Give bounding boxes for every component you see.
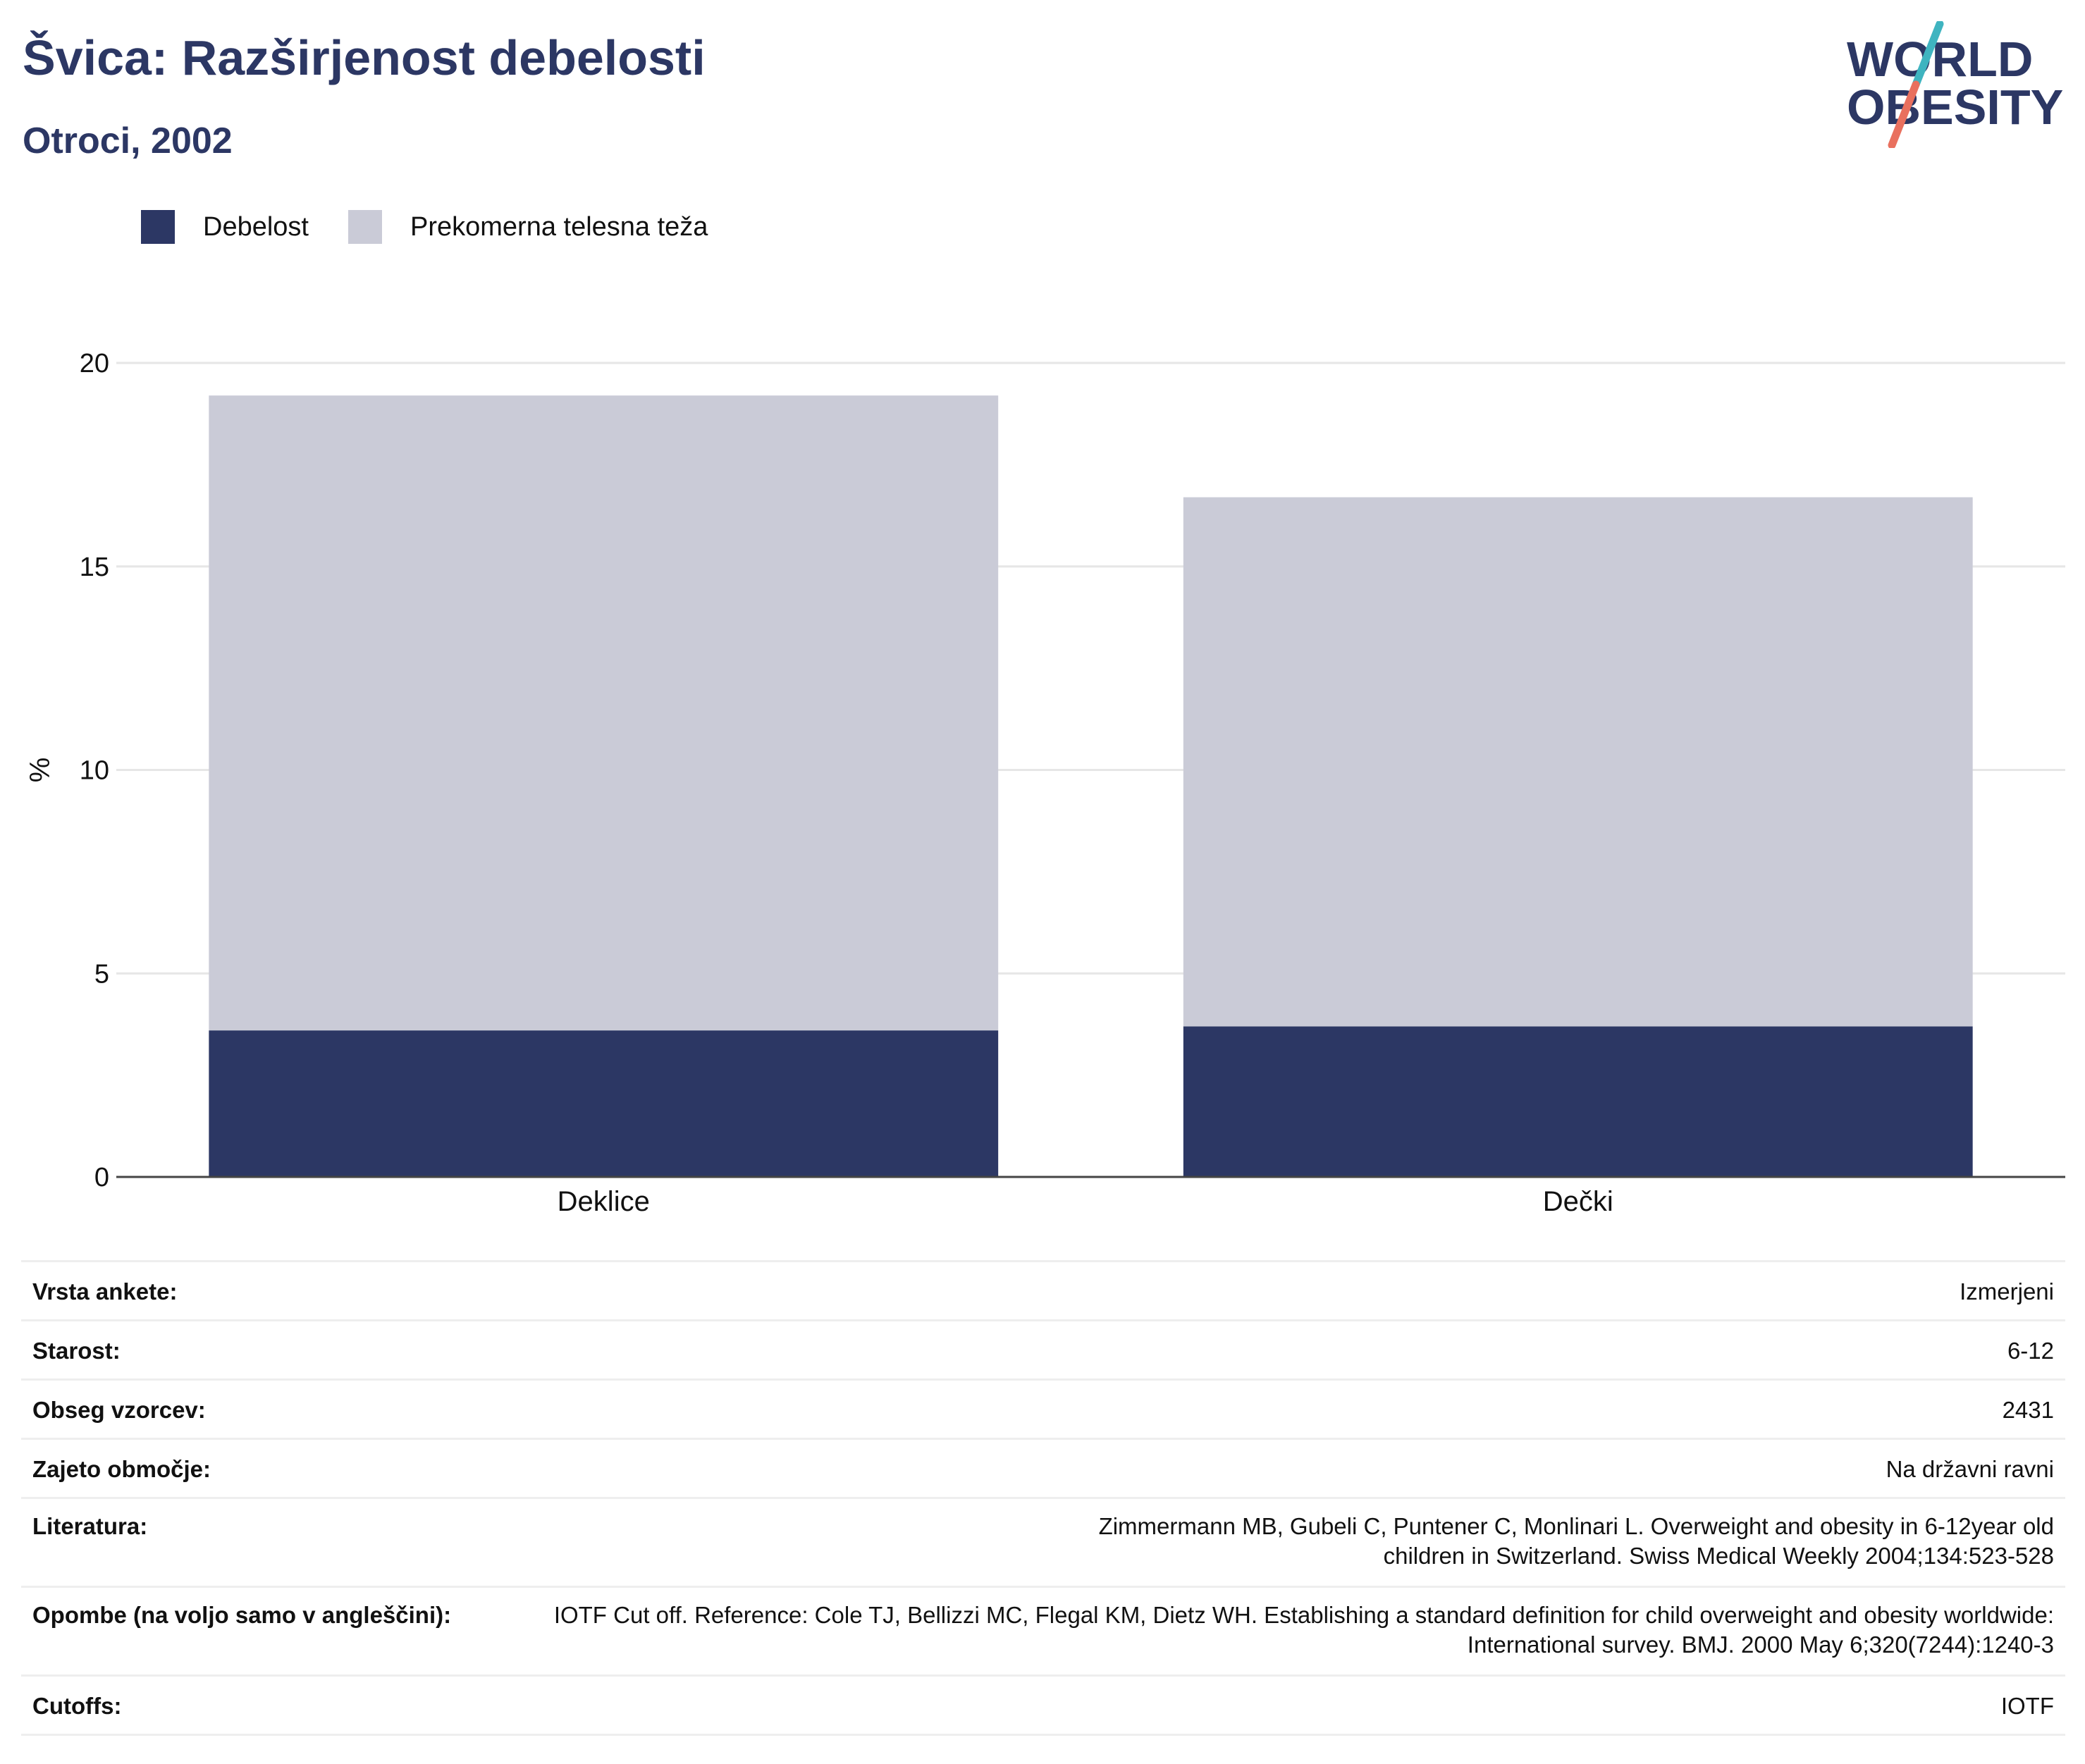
survey-info-table: Vrsta ankete: Izmerjeni Starost: 6-12 Obse… — [21, 1260, 2065, 1736]
legend-label-prekomerna: Prekomerna telesna teža — [410, 211, 708, 242]
logo-teal-stroke — [1912, 21, 1944, 89]
info-value: Izmerjeni — [1960, 1278, 2054, 1305]
legend-label-debelost: Debelost — [203, 211, 309, 242]
y-axis-label: % — [25, 758, 56, 783]
x-tick-label: Deklice — [558, 1186, 650, 1217]
info-label: Cutoffs: — [32, 1693, 122, 1719]
logo-line1: WORLD — [1847, 32, 2033, 87]
bar-layer — [209, 395, 1973, 1177]
info-label: Opombe (na voljo samo v angleščini): — [32, 1602, 452, 1628]
y-tick-label: 5 — [94, 959, 109, 989]
logo-line2: OBESITY — [1847, 80, 2063, 135]
info-row: Cutoffs: IOTF — [21, 1675, 2065, 1735]
info-row: Starost: 6-12 — [21, 1320, 2065, 1380]
axis-layer: 0 5 10 15 20 Deklice Dečki% — [25, 349, 2065, 1217]
bar-debelost-1 — [1183, 1026, 1973, 1177]
info-value: Na državni ravni — [1886, 1456, 2054, 1482]
bar-prekomerna-1 — [1183, 497, 1973, 1027]
legend: Debelost Prekomerna telesna teža — [141, 210, 747, 244]
info-value: IOTF — [2000, 1693, 2054, 1719]
legend-swatch-debelost — [141, 210, 175, 244]
chart-title: Švica: Razširjenost debelosti — [23, 30, 706, 85]
bar-chart: 0 5 10 15 20 Deklice Dečki% — [25, 349, 2065, 1217]
bar-prekomerna-0 — [209, 395, 999, 1031]
info-value: 2431 — [2002, 1397, 2054, 1423]
info-label: Obseg vzorcev: — [32, 1397, 206, 1423]
legend-item-prekomerna[interactable]: Prekomerna telesna teža — [348, 210, 708, 244]
y-tick-label: 20 — [80, 349, 109, 378]
info-row: Literatura: Zimmermann MB, Gubeli C, Punt… — [21, 1498, 2065, 1587]
x-tick-label: Dečki — [1543, 1186, 1613, 1217]
info-value: 6-12 — [2007, 1338, 2054, 1364]
info-row: Opombe (na voljo samo v angleščini): IOTF… — [21, 1586, 2065, 1676]
legend-item-debelost[interactable]: Debelost — [141, 210, 309, 244]
bar-debelost-0 — [209, 1030, 999, 1177]
y-tick-label: 0 — [94, 1163, 109, 1192]
info-row: Zajeto območje: Na državni ravni — [21, 1438, 2065, 1498]
y-tick-label: 15 — [80, 553, 109, 582]
info-row: Obseg vzorcev: 2431 — [21, 1379, 2065, 1439]
info-label: Starost: — [32, 1338, 121, 1364]
info-value: Zimmermann MB, Gubeli C, Puntener C, Mon… — [1098, 1513, 2054, 1569]
info-row: Vrsta ankete: Izmerjeni — [21, 1261, 2065, 1321]
info-label: Literatura: — [32, 1513, 148, 1539]
logo-coral-stroke — [1888, 80, 1920, 148]
info-value: IOTF Cut off. Reference: Cole TJ, Belliz… — [553, 1602, 2054, 1658]
legend-swatch-prekomerna — [348, 210, 382, 244]
chart-subtitle: Otroci, 2002 — [23, 121, 233, 161]
info-label: Vrsta ankete: — [32, 1278, 178, 1305]
world-obesity-logo: WORLD OBESITY — [1847, 21, 2063, 148]
info-label: Zajeto območje: — [32, 1456, 211, 1482]
y-tick-label: 10 — [80, 756, 109, 786]
